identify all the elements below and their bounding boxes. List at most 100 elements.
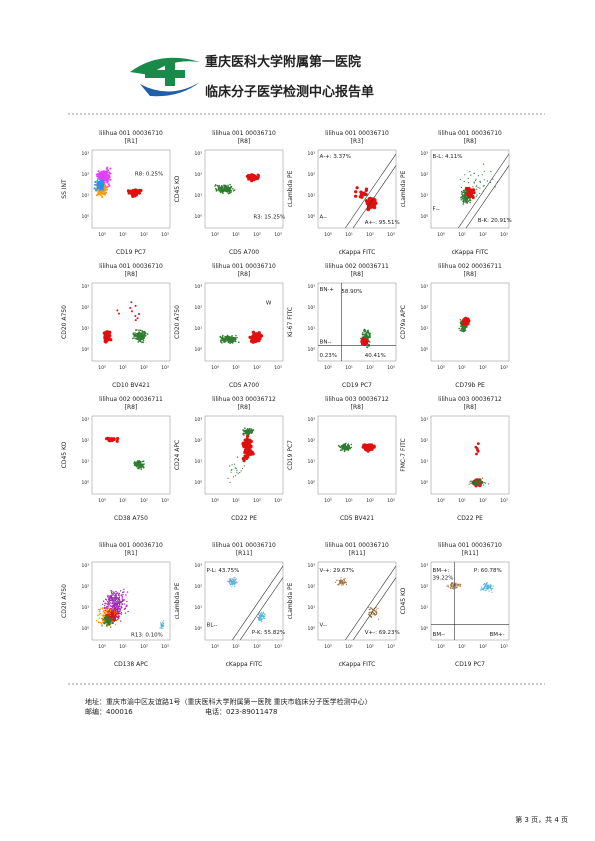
event-dot [138, 467, 140, 470]
event-dot [341, 580, 343, 583]
plot: lilihua 001 00036710[R11] CD19 PC7 CD45 KO… [400, 542, 510, 668]
y-tick-label: 10² [307, 172, 315, 178]
event-dot [101, 624, 103, 626]
event-dot [467, 200, 470, 202]
event-dot [102, 611, 105, 613]
event-dot [141, 335, 144, 337]
logo [130, 57, 200, 97]
event-dots [101, 614, 116, 628]
x-tick-label: 10³ [161, 498, 169, 504]
event-dot [476, 194, 478, 196]
event-dot [109, 172, 111, 175]
y-tick-label: 10² [194, 305, 202, 311]
x-tick-label: 10¹ [458, 644, 466, 650]
event-dot [347, 443, 350, 445]
event-dots [132, 329, 149, 344]
y-tick-label: 10³ [307, 563, 315, 569]
event-dot [341, 449, 343, 451]
event-dot [460, 199, 463, 201]
event-dot [97, 193, 100, 196]
event-dot [106, 173, 109, 176]
event-dot [104, 613, 106, 615]
event-dot [263, 617, 266, 620]
y-tick-label: 10³ [81, 284, 89, 290]
event-dot [106, 625, 108, 627]
event-dot [250, 177, 254, 181]
event-dot [223, 186, 226, 188]
y-tick-label: 10⁰ [81, 347, 89, 353]
plot: lilihua 001 00036710[R8] CD5 A700 CD20 A75… [174, 263, 284, 389]
y-tick-label: 10³ [81, 417, 89, 423]
event-dot [111, 437, 116, 441]
event-dot [123, 603, 126, 605]
event-dot [344, 582, 346, 584]
x-tick-label: 10¹ [345, 365, 353, 371]
event-dot [116, 602, 119, 604]
event-dot [244, 427, 246, 430]
event-dot [134, 304, 137, 307]
event-dot [107, 618, 109, 620]
event-dot [478, 482, 480, 484]
plot-frame [204, 149, 284, 229]
y-axis-label: CD79a APC [400, 305, 407, 339]
event-dots [241, 434, 255, 463]
plot-gate: [R11] [236, 550, 253, 557]
event-dot [118, 596, 121, 599]
y-tick-label: 10³ [81, 563, 89, 569]
gate-label: BM-- [433, 632, 446, 638]
event-dot [214, 185, 216, 187]
event-dot [232, 190, 235, 192]
event-dot [483, 185, 485, 187]
event-dot [160, 627, 162, 629]
event-dot [116, 605, 118, 607]
y-axis-label: CD20 A750 [174, 305, 181, 339]
gate-label: R13: 0.10% [131, 633, 163, 639]
gate-label: V-+: 29.67% [320, 568, 355, 574]
x-tick-label: 10¹ [458, 498, 466, 504]
event-dot [367, 336, 370, 338]
event-dot [227, 186, 229, 188]
plot-gate: [R8] [125, 404, 138, 411]
event-dot [106, 166, 109, 169]
plot-title: lilihua 003 00036712 [325, 396, 389, 403]
x-tick-label: 10³ [500, 365, 508, 371]
plot: lilihua 001 00036710[R3] cKappa FITC cLamb… [287, 130, 400, 256]
x-axis-label: CD5 BV421 [340, 515, 374, 522]
event-dot [229, 183, 231, 186]
phone: 电话：023-89011478 [205, 707, 278, 716]
event-dot [255, 335, 259, 340]
event-dot [118, 614, 120, 617]
event-dot [245, 432, 247, 435]
event-dot [355, 186, 359, 190]
event-dot [251, 429, 253, 431]
event-dot [116, 437, 120, 441]
gate-line [458, 153, 510, 229]
y-tick-label: 10³ [420, 563, 428, 569]
event-dot [115, 601, 118, 603]
event-dot [101, 614, 103, 616]
gate-label: P-K: 55.82% [252, 630, 285, 636]
event-dot [102, 614, 105, 617]
event-dot [247, 450, 251, 454]
y-tick-label: 10¹ [307, 605, 315, 611]
event-dot [94, 181, 97, 183]
event-dot [107, 183, 110, 186]
y-tick-label: 10³ [194, 417, 202, 423]
event-dot [463, 180, 465, 182]
event-dot [244, 430, 247, 433]
event-dot [104, 618, 107, 620]
event-dot [345, 446, 348, 448]
plot-frame [430, 415, 510, 495]
event-dot [106, 621, 109, 623]
event-dot [452, 585, 455, 587]
event-dot [486, 588, 488, 590]
gate-label: V+-: 69.23% [365, 630, 400, 636]
gate-label: P-L: 43.75% [207, 568, 240, 574]
event-dot [248, 428, 250, 431]
x-tick-label: 10¹ [232, 232, 240, 238]
event-dot [119, 610, 122, 612]
event-dot [134, 463, 136, 466]
plot-gate: [R8] [238, 404, 251, 411]
event-dot [459, 585, 462, 587]
event-dot [134, 332, 136, 334]
